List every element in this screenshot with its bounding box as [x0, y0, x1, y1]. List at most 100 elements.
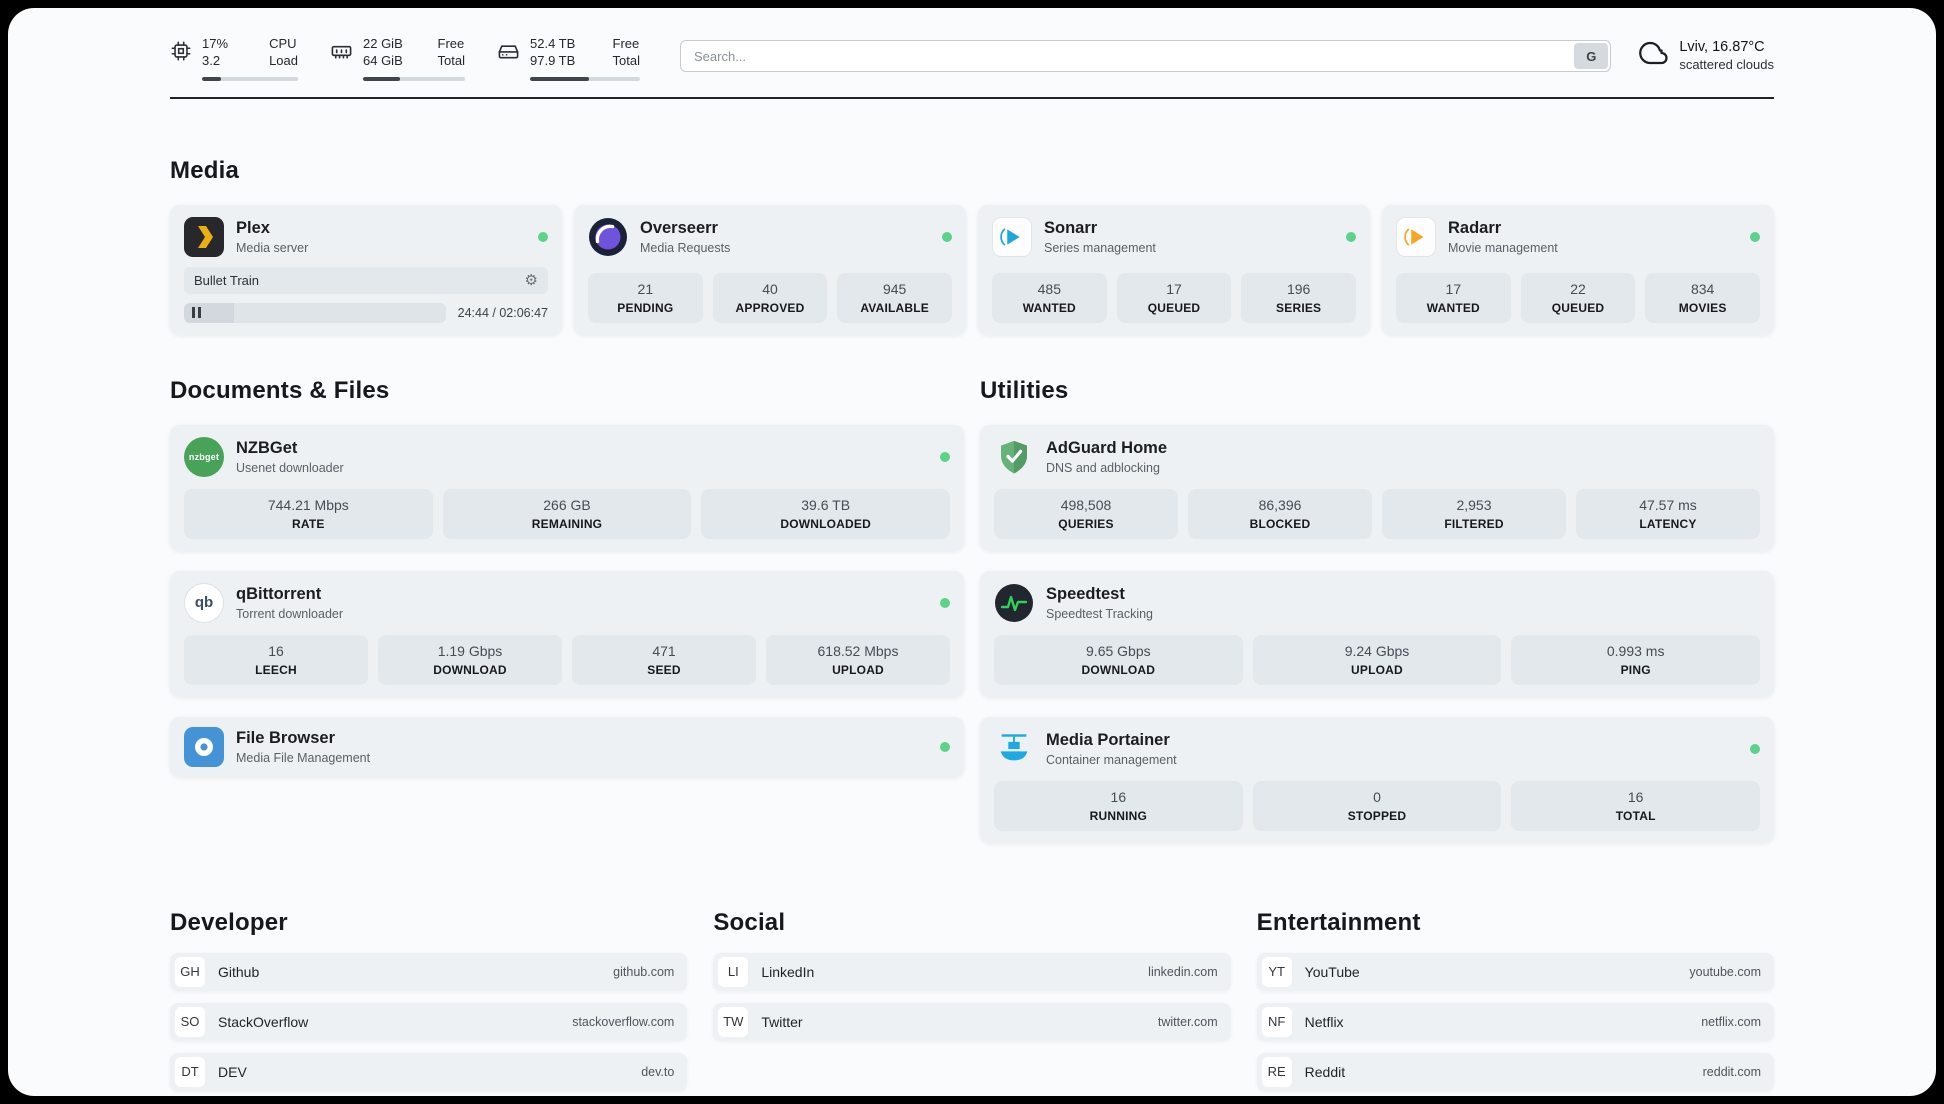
stat-approved: 40 APPROVED [712, 272, 828, 323]
app-subtitle: Container management [1046, 752, 1177, 767]
app-name: Speedtest [1046, 584, 1125, 603]
card-filebrowser[interactable]: File Browser Media File Management [170, 716, 964, 777]
disk-label-top: Free [612, 36, 640, 51]
bookmark-dev[interactable]: DT DEV dev.to [170, 1052, 688, 1091]
radarr-icon [1396, 216, 1436, 257]
bookmark-badge: TW [718, 1006, 749, 1037]
card-speedtest[interactable]: Speedtest Speedtest Tracking 9.65 Gbps D… [980, 570, 1774, 697]
stat-value: 21 [637, 280, 654, 297]
bookmark-url: youtube.com [1689, 964, 1761, 979]
stat-total: 16 TOTAL [1511, 780, 1760, 831]
card-overseerr[interactable]: Overseerr Media Requests 21 PENDING 40 A… [574, 204, 966, 335]
stat-pending: 21 PENDING [588, 272, 703, 323]
memory-icon [330, 40, 353, 81]
disk-total-value: 97.9 TB [530, 52, 576, 68]
section-title-documents: Documents & Files [170, 376, 390, 404]
card-radarr[interactable]: Radarr Movie management 17 WANTED 22 QUE… [1382, 204, 1774, 335]
stat-label: QUEUED [1551, 300, 1605, 315]
card-qbittorrent[interactable]: qb qBittorrent Torrent downloader 16 [170, 570, 964, 697]
app-name: Overseerr [640, 218, 718, 237]
seek-bar[interactable] [184, 302, 446, 323]
section-title-media: Media [170, 156, 240, 184]
bookmark-name: Github [218, 963, 260, 980]
cpu-label-bottom: Load [269, 52, 298, 68]
topbar-divider [170, 96, 1774, 99]
app-subtitle: Media server [236, 240, 309, 255]
cpu-progress-bar [202, 76, 298, 81]
stat-upload: 9.24 Gbps UPLOAD [1252, 634, 1502, 685]
bookmark-badge: LI [718, 956, 749, 987]
plex-icon [184, 216, 224, 257]
bookmark-name: Netflix [1304, 1013, 1344, 1030]
app-name: NZBGet [236, 438, 298, 457]
filebrowser-icon [184, 726, 224, 767]
player-controls: 24:44 / 02:06:47 [184, 302, 548, 323]
social-column: Social LI LinkedIn linkedin.com TW Twitt… [713, 909, 1231, 1091]
stat-download: 9.65 Gbps DOWNLOAD [994, 634, 1243, 685]
cloud-icon [1639, 38, 1669, 73]
bookmark-name: Reddit [1304, 1063, 1346, 1080]
stat-running: 16 RUNNING [994, 780, 1243, 831]
stat-label: MOVIES [1678, 300, 1727, 315]
app-subtitle: Speedtest Tracking [1046, 606, 1154, 621]
section-title-entertainment: Entertainment [1256, 908, 1421, 936]
bookmark-badge: YT [1261, 956, 1292, 987]
bookmark-reddit[interactable]: RE Reddit reddit.com [1256, 1052, 1774, 1091]
stat-download: 1.19 Gbps DOWNLOAD [378, 634, 562, 685]
stat-label: WANTED [1426, 300, 1480, 315]
bookmark-name: Twitter [761, 1013, 803, 1030]
stat-wanted: 485 WANTED [992, 272, 1107, 323]
overseerr-icon [588, 217, 628, 257]
bookmark-stackoverflow[interactable]: SO StackOverflow stackoverflow.com [170, 1002, 688, 1041]
bookmark-url: dev.to [641, 1064, 675, 1079]
weather-widget: Lviv, 16.87°C scattered clouds [1639, 38, 1774, 73]
card-portainer[interactable]: Media Portainer Container management 16 … [980, 716, 1774, 843]
bookmark-youtube[interactable]: YT YouTube youtube.com [1256, 952, 1774, 991]
now-playing-title: Bullet Train [194, 272, 260, 288]
section-title-utilities: Utilities [980, 376, 1069, 404]
bookmark-linkedin[interactable]: LI LinkedIn linkedin.com [713, 952, 1231, 991]
pause-icon[interactable] [192, 307, 201, 319]
stat-seed: 471 SEED [572, 634, 756, 685]
card-sonarr[interactable]: Sonarr Series management 485 WANTED 17 Q… [978, 204, 1370, 335]
bookmark-url: linkedin.com [1148, 964, 1218, 979]
cpu-usage-value: 17% [202, 36, 229, 51]
search-engine-button[interactable]: G [1574, 43, 1609, 69]
stat-label: PENDING [617, 300, 674, 315]
portainer-icon [994, 729, 1034, 769]
bookmark-twitter[interactable]: TW Twitter twitter.com [713, 1002, 1231, 1041]
stat-ping: 0.993 ms PING [1511, 634, 1760, 685]
documents-column: Documents & Files nzbget NZBGet Usenet d… [170, 377, 964, 843]
adguard-icon [994, 437, 1034, 477]
app-name: File Browser [236, 728, 336, 747]
developer-column: Developer GH Github github.com SO StackO… [170, 908, 688, 1091]
stat-label: AVAILABLE [860, 300, 929, 315]
search-input[interactable] [680, 40, 1612, 72]
gear-icon[interactable]: ⚙ [524, 271, 538, 289]
card-plex[interactable]: Plex Media server Bullet Train ⚙ 24:44 /… [170, 204, 562, 335]
stat-latency: 47.57 ms LATENCY [1576, 488, 1760, 539]
bookmark-badge: GH [175, 956, 205, 987]
bookmark-url: netflix.com [1701, 1014, 1761, 1029]
card-adguard[interactable]: AdGuard Home DNS and adblocking 498,508 … [980, 424, 1774, 551]
entertainment-column: Entertainment YT YouTube youtube.com NF … [1256, 908, 1774, 1091]
bookmark-github[interactable]: GH Github github.com [170, 952, 688, 991]
status-dot [940, 597, 950, 608]
hard-drive-icon [497, 40, 520, 81]
status-dot [1750, 231, 1760, 242]
stat-available: 945 AVAILABLE [837, 272, 952, 323]
app-name: AdGuard Home [1046, 438, 1168, 457]
section-title-developer: Developer [170, 908, 288, 936]
ram-label-bottom: Total [437, 52, 465, 68]
stat-rate: 744.21 Mbps RATE [184, 488, 433, 539]
card-nzbget[interactable]: nzbget NZBGet Usenet downloader 744.21 M… [170, 424, 964, 551]
stat-value: 40 [762, 280, 778, 297]
bookmark-netflix[interactable]: NF Netflix netflix.com [1256, 1002, 1774, 1041]
stat-label: WANTED [1022, 300, 1076, 315]
stat-queued: 22 QUEUED [1520, 272, 1636, 323]
stat-value: 196 [1286, 280, 1311, 297]
bookmark-name: StackOverflow [218, 1013, 309, 1030]
ram-label-top: Free [437, 36, 465, 51]
status-dot [940, 741, 950, 752]
playback-time: 24:44 / 02:06:47 [457, 305, 548, 320]
